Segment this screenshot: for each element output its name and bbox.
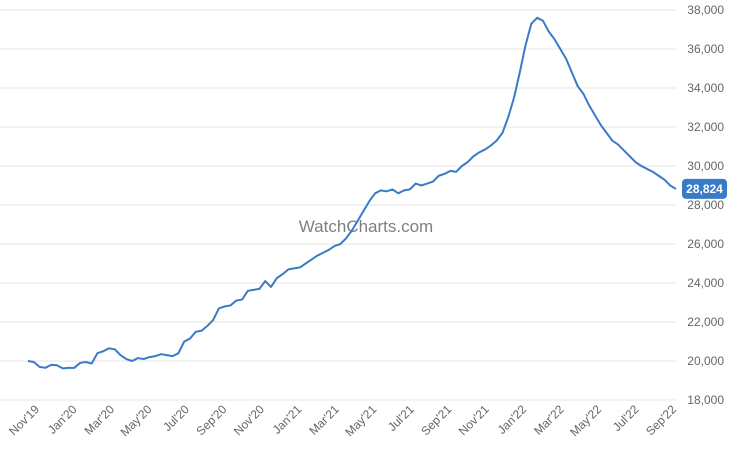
x-tick-label: Jan'22 [495,402,530,437]
y-tick-label: 38,000 [687,3,724,17]
series-layer [27,16,677,370]
y-tick-label: 18,000 [687,393,724,407]
x-tick-label: Nov'21 [456,402,492,438]
x-tick-label: Mar'22 [531,402,567,438]
x-tick-label: May'20 [118,402,155,439]
x-tick-label: Nov'20 [231,402,267,438]
y-tick-label: 28,000 [687,198,724,212]
y-tick-label: 36,000 [687,42,724,56]
x-tick-label: Sep'21 [418,402,454,438]
x-tick-label: Jul'20 [160,402,192,434]
gridlines [0,9,676,401]
x-tick-label: Sep'20 [193,402,229,438]
x-tick-label: Mar'21 [306,402,342,438]
series-line [27,16,677,370]
x-tick-label: May'21 [342,402,379,439]
x-tick-label: Jan'20 [45,402,80,437]
y-tick-label: 32,000 [687,120,724,134]
watermark-text: WatchCharts.com [299,217,433,236]
current-value-badge-bg [682,178,727,199]
x-tick-label: May'22 [567,402,604,439]
y-tick-label: 30,000 [687,159,724,173]
y-tick-label: 26,000 [687,237,724,251]
y-tick-label: 34,000 [687,81,724,95]
current-value-badge: 28,824 [682,178,727,199]
x-tick-label: Jan'21 [270,402,305,437]
current-value-label: 28,824 [686,182,723,196]
x-tick-label: Sep'22 [643,402,679,438]
y-tick-label: 22,000 [687,315,724,329]
y-tick-label: 24,000 [687,276,724,290]
y-tick-label: 20,000 [687,354,724,368]
y-axis-ticks: 18,000 20,000 22,000 24,000 26,000 28,000 30,0… [687,3,724,407]
x-tick-label: Mar'20 [81,402,117,438]
x-tick-label: Nov'19 [6,402,42,438]
x-axis-ticks: Nov'19 Jan'20 Mar'20 May'20 Jul'20 Sep'20 Nov'… [6,402,679,439]
x-tick-label: Jul'22 [610,402,642,434]
x-tick-label: Jul'21 [385,402,417,434]
